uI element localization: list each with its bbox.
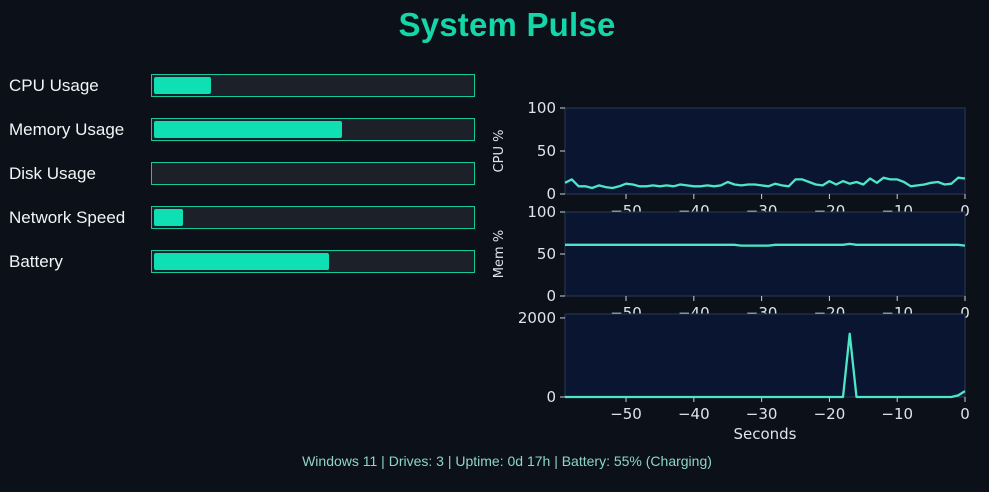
- series-line: [565, 242, 966, 247]
- y-tick-label: 50: [537, 245, 556, 263]
- x-tick-label: 0: [960, 405, 970, 423]
- series-line: [564, 176, 966, 190]
- y-tick-label: 100: [527, 100, 556, 117]
- y-tick-label: 50: [537, 142, 556, 160]
- x-axis-label: Seconds: [733, 425, 796, 443]
- network-speed-label: Network Speed: [9, 208, 126, 227]
- battery-bar: [151, 250, 475, 273]
- memory-usage-bar-fill: [154, 121, 342, 138]
- plot-area: [564, 211, 966, 297]
- status-footer: Windows 11 | Drives: 3 | Uptime: 0d 17h …: [302, 453, 712, 469]
- memory-usage-bar: [151, 118, 475, 141]
- network-speed-bar-fill: [154, 209, 183, 226]
- app-title: System Pulse: [398, 6, 616, 43]
- x-tick-label: −20: [814, 405, 846, 423]
- y-axis-label: Mem %: [492, 230, 507, 278]
- cpu-usage-bar-fill: [154, 77, 211, 94]
- disk-usage-bar: [151, 162, 475, 185]
- x-tick-label: −40: [678, 405, 710, 423]
- memory-usage-label: Memory Usage: [9, 120, 125, 139]
- cpu-usage-bar: [151, 74, 475, 97]
- battery-label: Battery: [9, 252, 63, 271]
- x-tick-label: −30: [746, 405, 778, 423]
- x-tick-label: 0: [960, 202, 970, 220]
- network-speed-bar: [151, 206, 475, 229]
- y-tick-label: 2000: [518, 309, 556, 327]
- x-tick-label: 0: [960, 304, 970, 322]
- y-tick-label: 0: [546, 287, 556, 305]
- battery-bar-fill: [154, 253, 329, 270]
- x-tick-label: −10: [881, 405, 913, 423]
- y-tick-label: 0: [546, 185, 556, 203]
- cpu-usage-label: CPU Usage: [9, 76, 99, 95]
- y-axis-label: CPU %: [492, 130, 507, 173]
- x-tick-label: −50: [610, 405, 642, 423]
- plot-area: [564, 107, 966, 195]
- y-tick-label: 100: [527, 203, 556, 221]
- series-line: [565, 332, 966, 399]
- chart-network: 0 2000 −50 −40 −30 −20 −10 0 Seconds: [518, 309, 970, 443]
- y-tick-label: 0: [546, 388, 556, 406]
- disk-usage-label: Disk Usage: [9, 164, 96, 183]
- plot-area: [564, 313, 966, 398]
